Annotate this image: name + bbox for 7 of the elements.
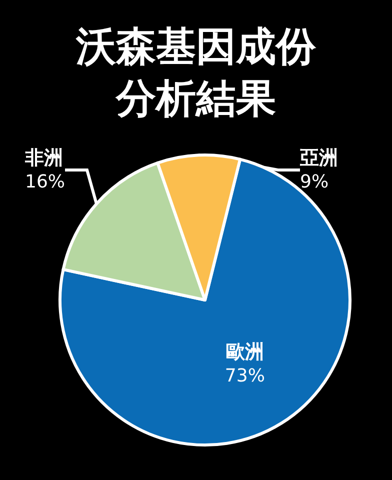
data-label: 9%	[300, 172, 329, 192]
slice-label: 非洲	[24, 147, 63, 169]
data-label: 73%	[224, 366, 265, 387]
data-label: 16%	[25, 172, 66, 192]
slice-label: 歐洲	[226, 341, 264, 364]
slice-label: 亞洲	[299, 147, 338, 169]
chart-title: 沃森基因成份分析結果	[75, 24, 317, 122]
